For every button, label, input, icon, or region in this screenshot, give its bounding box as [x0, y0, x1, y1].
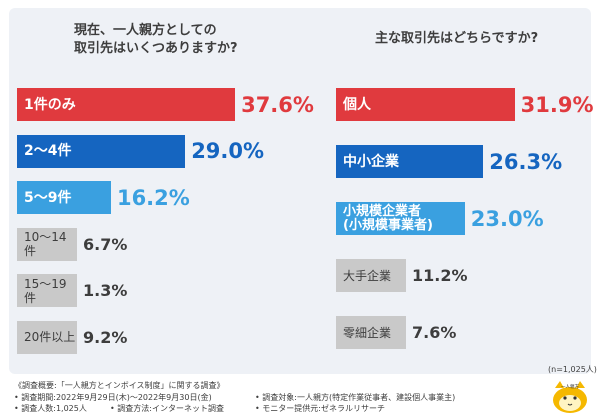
footer-period: • 調査期間:2022年9月29日(木)～2022年9月30日(金) — [14, 393, 212, 402]
bar-value-label: 1.3% — [83, 281, 128, 300]
bar-value-label: 9.2% — [83, 327, 128, 347]
bar-value-label: 23.0% — [470, 206, 544, 231]
bar-category-label: 個人 — [343, 96, 371, 113]
footer-provider: • モニター提供元:ゼネラルリサーチ — [255, 404, 385, 413]
bar: 中小企業 — [336, 145, 484, 178]
bar: 零細企業 — [336, 316, 406, 349]
bar-value-label: 6.7% — [83, 234, 128, 254]
bar-category-label: 5～9件 — [24, 189, 72, 206]
bar-value-label: 26.3% — [489, 149, 563, 174]
bar: 10～14件 — [17, 227, 77, 261]
bar: 5～9件 — [17, 181, 111, 214]
bar-category-label: 1件のみ — [24, 96, 76, 113]
bar: 15～19件 — [17, 274, 77, 307]
bar-category-label: 中小企業 — [343, 153, 399, 170]
bar-category-label: 小規模企業者 (小規模事業者) — [343, 203, 433, 233]
bar-value-label: 7.6% — [412, 323, 457, 342]
bar-value-label: 37.6% — [241, 92, 314, 117]
sample-size-note: (n=1,025人) — [548, 365, 597, 374]
bar: 小規模企業者 (小規模事業者) — [336, 202, 465, 235]
bar-value-label: 31.9% — [520, 92, 594, 117]
bar: 2～4件 — [17, 134, 186, 168]
bar: 個人 — [336, 88, 515, 121]
bar-value-label: 29.0% — [191, 139, 265, 163]
bar-value-label: 16.2% — [116, 185, 190, 210]
bar-category-label: 零細企業 — [343, 325, 392, 340]
left-chart-title: 現在、一人親方としての 取引先はいくつありますか? — [74, 23, 238, 56]
bar-category-label: 10～14件 — [24, 230, 67, 258]
right-chart-title: 主な取引先はどちらですか? — [375, 31, 539, 46]
bar: 1件のみ — [17, 88, 236, 121]
bar-category-label: 2～4件 — [24, 143, 72, 159]
bar-category-label: 20件以上 — [24, 330, 76, 344]
footer-target: • 調査対象:一人親方(特定作業従事者、建設個人事業主) — [255, 393, 456, 402]
bar: 20件以上 — [17, 320, 77, 354]
bar: 大手企業 — [336, 259, 406, 292]
bar-category-label: 15～19件 — [24, 276, 67, 305]
bar-category-label: 大手企業 — [343, 268, 392, 283]
footer-method: • 調査方法:インターネット調査 — [110, 404, 224, 413]
footer-count: • 調査人数:1,025人 — [14, 404, 87, 413]
mascot-logo-icon: 一人親方 — [553, 381, 587, 413]
footer-overview: 《調査概要:「一人親方とインボイス制度」に関する調査》 — [14, 381, 225, 390]
svg-text:一人親方: 一人親方 — [561, 383, 579, 390]
bar-value-label: 11.2% — [412, 266, 468, 285]
